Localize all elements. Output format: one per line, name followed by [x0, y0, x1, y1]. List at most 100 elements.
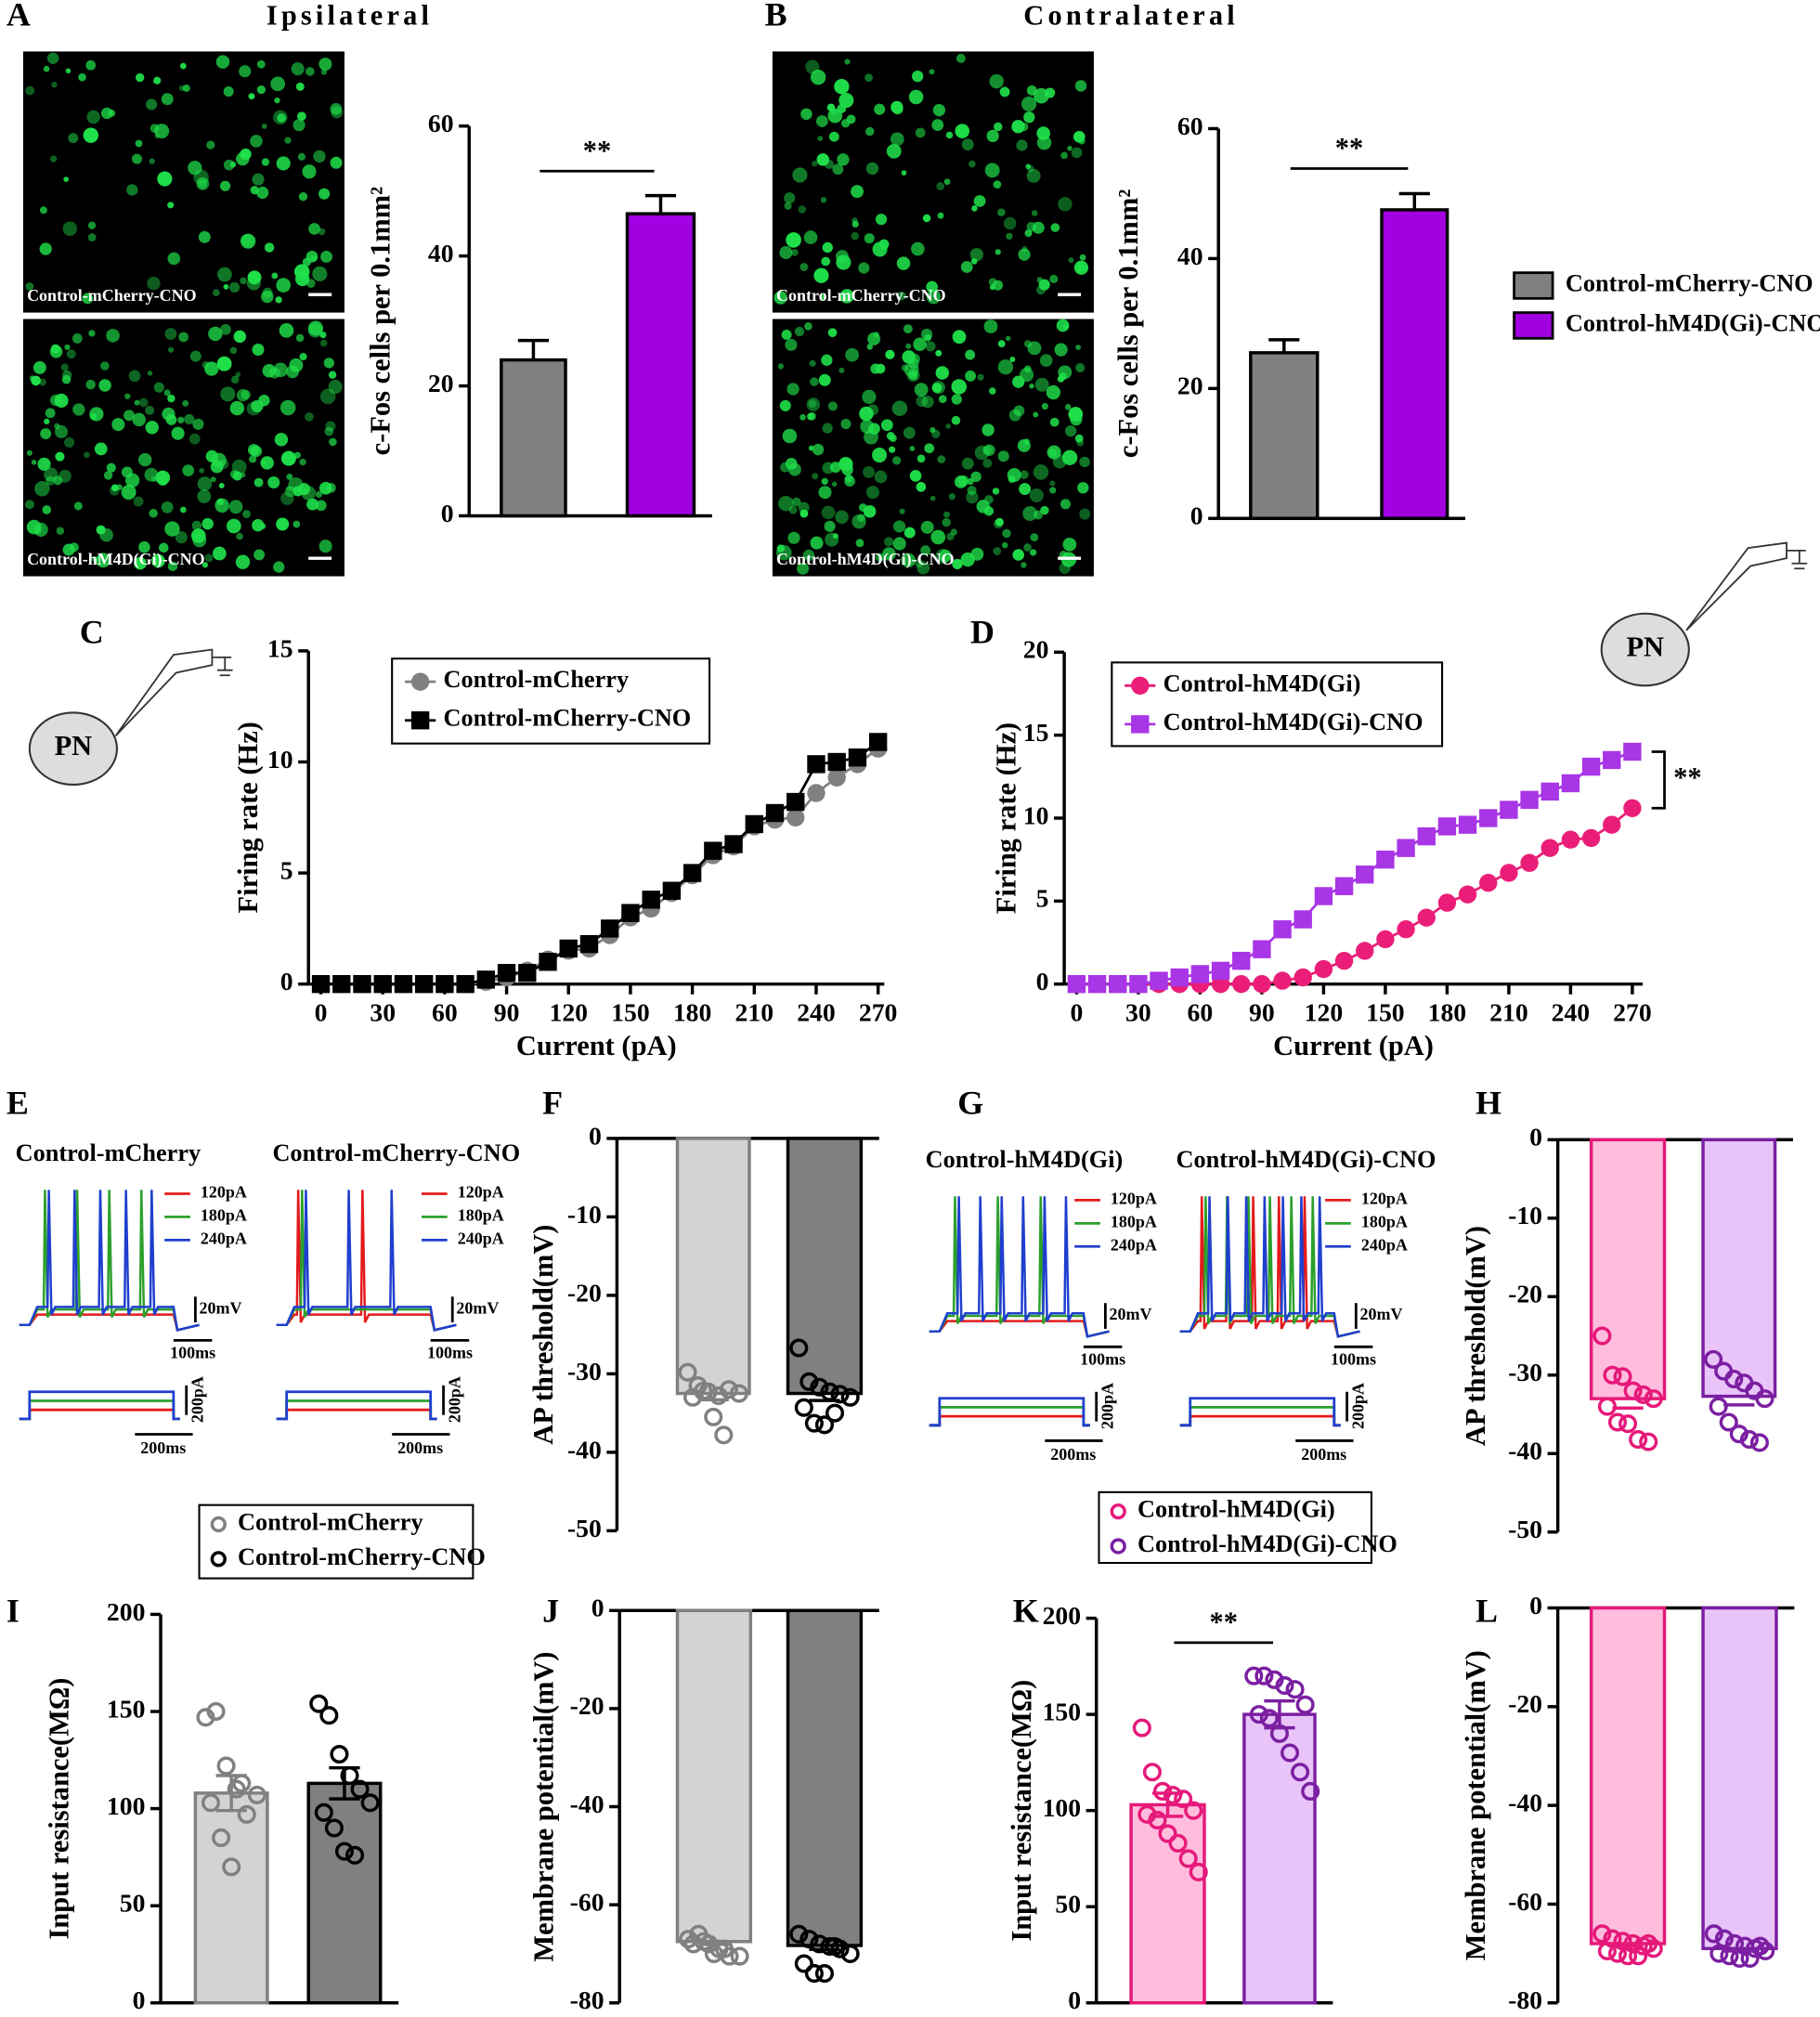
legend-marker — [1131, 676, 1150, 696]
cell-dot — [63, 176, 69, 182]
cell-dot — [840, 119, 851, 128]
error-bar — [517, 338, 550, 360]
cell-dot — [111, 418, 125, 432]
cell-dot — [254, 477, 264, 488]
x-tick-label: 180 — [673, 997, 712, 1026]
cell-dot — [855, 539, 864, 548]
marker — [1458, 815, 1477, 834]
marker — [1253, 940, 1271, 958]
cell-dot — [1064, 424, 1077, 437]
scale-label: 200ms — [397, 1438, 443, 1457]
cell-dot — [1039, 354, 1053, 367]
cell-dot — [197, 476, 213, 491]
data-point — [1603, 1365, 1622, 1385]
marker — [1561, 774, 1580, 793]
cell-dot — [39, 242, 52, 255]
y-tick-label: 0 — [1036, 967, 1049, 995]
cell-dot — [87, 233, 97, 241]
marker — [1087, 974, 1107, 994]
cell-dot — [951, 415, 961, 425]
data-point — [1639, 1933, 1658, 1954]
bar — [1249, 351, 1320, 520]
cell-dot — [202, 517, 214, 530]
cell-dot — [882, 547, 896, 561]
data-point — [1613, 1367, 1632, 1386]
data-point — [804, 1964, 824, 1984]
cell-dot — [800, 509, 809, 518]
cell-dot — [197, 489, 212, 503]
cell-dot — [204, 553, 214, 563]
marker — [786, 792, 805, 812]
cell-dot — [994, 517, 1004, 527]
cell-dot — [1049, 417, 1060, 427]
cell-dot — [997, 208, 1006, 216]
cell-dot — [73, 501, 83, 511]
y-tick-label: -60 — [570, 1887, 604, 1916]
voltage-trace — [1179, 1196, 1360, 1338]
step-label: 240pA — [1111, 1235, 1157, 1254]
cell-dot — [279, 323, 294, 338]
cell-dot — [167, 202, 175, 209]
cell-dot — [845, 347, 860, 362]
bar — [1589, 1138, 1667, 1400]
scale-label: 100ms — [427, 1344, 473, 1362]
cell-dot — [886, 432, 895, 440]
marker — [539, 953, 557, 971]
cell-dot — [889, 446, 896, 453]
cell-dot — [810, 377, 819, 386]
cell-dot — [827, 108, 843, 124]
cell-dot — [931, 119, 944, 132]
marker — [1437, 817, 1457, 836]
cell-dot — [233, 330, 246, 344]
cell-dot — [78, 72, 86, 82]
cell-dot — [1052, 454, 1067, 469]
y-tick-label: 20 — [1023, 635, 1049, 664]
cell-dot — [839, 289, 854, 304]
marker — [1314, 887, 1333, 905]
data-point — [1168, 1833, 1188, 1853]
cell-dot — [136, 72, 145, 83]
cell-dot — [216, 498, 224, 506]
cell-dot — [146, 98, 158, 111]
series-line — [320, 740, 879, 986]
data-point — [330, 1744, 349, 1764]
cell-dot — [1049, 487, 1057, 494]
cell-dot — [935, 349, 942, 357]
panel-letter: G — [957, 1085, 983, 1122]
cell-dot — [315, 490, 323, 498]
cell-dot — [831, 481, 838, 488]
marker — [1520, 853, 1539, 872]
legend-label: Control-mCherry-CNO — [1566, 270, 1814, 297]
cell-dot — [818, 486, 832, 500]
bar — [193, 1791, 269, 2005]
cell-dot — [822, 423, 833, 434]
cell-dot — [49, 394, 62, 407]
cell-dot — [239, 65, 252, 78]
cell-dot — [158, 542, 169, 553]
cell-dot — [810, 69, 826, 85]
cell-dot — [1071, 147, 1083, 159]
cell-dot — [997, 450, 1009, 462]
cell-dot — [223, 86, 234, 98]
cell-dot — [1020, 562, 1027, 568]
data-point — [201, 1793, 221, 1813]
cell-dot — [808, 399, 817, 409]
cell-dot — [838, 92, 854, 109]
data-point — [1623, 1381, 1643, 1400]
cell-dot — [271, 272, 279, 280]
cell-dot — [154, 133, 160, 139]
data-point — [216, 1756, 236, 1776]
data-point — [1629, 1946, 1648, 1966]
cell-dot — [83, 127, 99, 143]
data-point — [1148, 1810, 1167, 1830]
series-line — [320, 748, 879, 986]
cell-dot — [149, 158, 155, 164]
cell-dot — [299, 458, 306, 466]
cell-dot — [916, 482, 927, 492]
cell-dot — [247, 444, 260, 456]
cell-dot — [896, 256, 911, 270]
cell-dot — [936, 182, 945, 190]
cell-dot — [966, 490, 979, 504]
cell-dot — [175, 531, 188, 544]
